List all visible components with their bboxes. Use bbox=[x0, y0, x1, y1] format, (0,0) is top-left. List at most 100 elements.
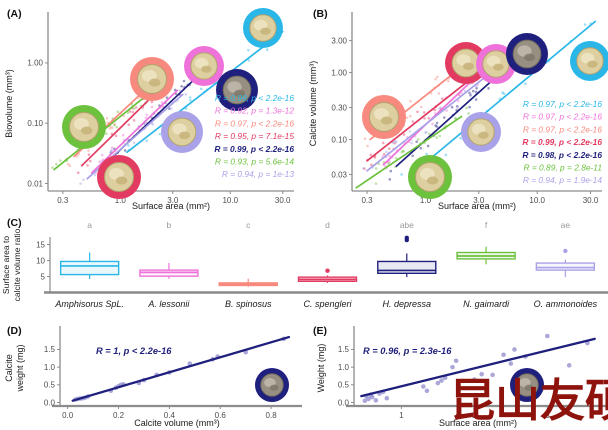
y-tick-label: 0.10 bbox=[331, 135, 347, 144]
panel-label-a: (A) bbox=[7, 8, 22, 20]
x-tick-label: 0.2 bbox=[113, 411, 125, 420]
specimen-icon-b-spinosus bbox=[362, 95, 406, 139]
specimen-icon-h-depressa bbox=[216, 69, 258, 111]
r-annotation-b-spinosus: R = 0.97, p < 2.2e-16 bbox=[523, 124, 602, 134]
regression-line-amphisorus-spl bbox=[126, 30, 284, 154]
panel-a-biovolume-scatter: 0.3 1.0 3.0 10.0 30.0 0.01 0.10 1.00 Surface are… bbox=[4, 8, 294, 211]
x-tick-label: 0.0 bbox=[62, 411, 74, 420]
r-annotation-a-lessonii: R = 0.92, p = 1.3e-12 bbox=[215, 106, 294, 116]
x-tick-label: 3.0 bbox=[167, 196, 179, 205]
y-tick-label: 0.5 bbox=[44, 381, 56, 390]
correlation-annotations: R = 0.97, p < 2.2e-16 R = 0.97, p < 2.2e-… bbox=[522, 99, 602, 185]
y-axis: 0.0 0.5 1.0 1.5 bbox=[338, 326, 355, 407]
r-annotation-a-lessonii: R = 0.97, p < 2.2e-16 bbox=[523, 112, 602, 122]
y-tick-label: 0.03 bbox=[331, 170, 347, 179]
y-tick-label: 5 bbox=[41, 272, 46, 281]
y-tick-label: 15 bbox=[36, 240, 45, 249]
y-axis-title: Surface area to bbox=[1, 236, 11, 294]
outlier-point bbox=[404, 235, 409, 240]
panel-e-weight-area-scatter: 1 2 3 0.0 0.5 1.0 1.5 Surface area (mm²) Weight … bbox=[316, 326, 608, 428]
category-label: H. depressa bbox=[383, 299, 432, 309]
specimen-icon-a-lessonii bbox=[184, 46, 224, 86]
y-axis-title: weight (mg) bbox=[15, 344, 25, 392]
regression-line-c-spengleri bbox=[366, 82, 467, 162]
specimen-icon-n-gaimardi bbox=[408, 155, 452, 199]
significance-letter: d bbox=[325, 220, 330, 230]
category-label: N. gaimardi bbox=[463, 299, 510, 309]
y-tick-label: 10 bbox=[36, 256, 45, 265]
x-axis: 0.3 1.0 3.0 10.0 30.0 bbox=[352, 190, 602, 205]
watermark-text: 昆山友硕 bbox=[450, 376, 608, 426]
specimen-icon-amphisorus-spl bbox=[570, 41, 608, 81]
significance-letter: f bbox=[485, 220, 488, 230]
x-axis-title: Surface area (mm²) bbox=[439, 418, 517, 428]
x-tick-label: 3.0 bbox=[473, 196, 485, 205]
panel-label-d: (D) bbox=[7, 325, 22, 337]
x-axis: 1 2 3 bbox=[346, 404, 608, 420]
regression-line-o-ammonoides bbox=[366, 76, 486, 172]
regression-line-a-lessonii bbox=[90, 89, 179, 174]
r-annotation-c-spengleri: R = 0.95, p = 7.1e-15 bbox=[215, 131, 294, 141]
y-axis-title: calcite volume ratio bbox=[12, 228, 22, 301]
regression-line bbox=[71, 335, 291, 402]
y-axis-title: Calcite volume (mm³) bbox=[308, 61, 318, 147]
x-tick-label: 0.3 bbox=[57, 196, 69, 205]
specimen-icon-h-depressa bbox=[506, 33, 548, 75]
r-annotation-o-ammonoides: R = 0.94, p = 1e-13 bbox=[222, 169, 295, 179]
y-axis-title: Calcite bbox=[4, 354, 14, 382]
box-amphisorus-spl bbox=[59, 252, 120, 280]
r-annotation-h-depressa: R = 0.98, p < 2.2e-16 bbox=[522, 150, 602, 160]
y-tick-label: 3.00 bbox=[331, 36, 347, 45]
panel-label-b: (B) bbox=[313, 8, 328, 20]
y-tick-label: 1.00 bbox=[27, 59, 43, 68]
y-tick-label: 0.10 bbox=[27, 119, 43, 128]
specimen-icon-c-spengleri bbox=[445, 42, 487, 84]
box-n-gaimardi bbox=[456, 246, 516, 265]
specimen-icon-o-ammonoides bbox=[461, 112, 501, 152]
category-label: Amphisorus SpL. bbox=[54, 299, 124, 309]
x-tick-label: 3 bbox=[545, 411, 550, 420]
y-axis-title: Biovolume (mm³) bbox=[4, 69, 14, 138]
x-axis-title: Calcite volume (mm³) bbox=[134, 418, 220, 428]
correlation-annotations: R = 0.99, p < 2.2e-16 R = 0.92, p = 1.3e-… bbox=[214, 93, 294, 179]
specimen-icon-n-gaimardi bbox=[62, 105, 106, 149]
regression-line-n-gaimardi bbox=[355, 115, 463, 189]
r-annotation: R = 0.96, p = 2.3e-16 bbox=[363, 346, 452, 356]
significance-letter: b bbox=[167, 220, 172, 230]
regression-line bbox=[360, 337, 596, 398]
y-axis: 0.0 0.5 1.0 1.5 bbox=[44, 326, 61, 407]
y-tick-label: 0.0 bbox=[338, 398, 350, 407]
panel-label-e: (E) bbox=[313, 325, 327, 337]
panel-c-ratio-boxplot: 5 10 15 Surface area to calcite volume ratio… bbox=[1, 220, 608, 309]
box-b-spinosus bbox=[218, 278, 278, 287]
significance-letter: abe bbox=[400, 220, 414, 230]
r-annotation-n-gaimardi: R = 0.89, p = 2.8e-11 bbox=[523, 163, 602, 173]
panel-d-weight-volume-scatter: 0.0 0.2 0.4 0.6 0.8 0.0 0.5 1.0 1.5 Calcite volum… bbox=[4, 326, 302, 428]
y-axis-title: Weight (mg) bbox=[316, 344, 326, 393]
specimen-icon-c-spengleri bbox=[97, 155, 141, 199]
r-annotation-n-gaimardi: R = 0.93, p = 5.6e-14 bbox=[215, 157, 294, 167]
category-label: C. spengleri bbox=[303, 299, 352, 309]
x-tick-label: 1.0 bbox=[115, 196, 127, 205]
category-label: B. spinosus bbox=[225, 299, 272, 309]
regression-line-h-depressa bbox=[395, 67, 507, 167]
r-annotation-o-ammonoides: R = 0.94, p = 1.9e-14 bbox=[523, 175, 602, 185]
r-annotation-amphisorus-spl: R = 0.99, p < 2.2e-16 bbox=[215, 93, 294, 103]
r-annotation-c-spengleri: R = 0.99, p < 2.2e-16 bbox=[522, 137, 602, 147]
y-axis: 0.01 0.10 1.00 bbox=[27, 12, 49, 191]
panel-b-calcite-volume-scatter: 0.3 1.0 3.0 10.0 30.0 0.03 0.10 0.30 1.00 3.00 Sur… bbox=[308, 12, 608, 211]
r-annotation-b-spinosus: R = 0.97, p < 2.2e-16 bbox=[215, 118, 294, 128]
x-tick-label: 0.4 bbox=[164, 411, 176, 420]
y-axis: 5 10 15 bbox=[36, 237, 51, 293]
r-annotation-h-depressa: R = 0.99, p < 2.2e-16 bbox=[214, 144, 294, 154]
y-tick-label: 0.30 bbox=[331, 103, 347, 112]
x-tick-label: 0.3 bbox=[361, 196, 373, 205]
regression-line-amphisorus-spl bbox=[413, 20, 597, 173]
y-axis: 0.03 0.10 0.30 1.00 3.00 bbox=[331, 12, 353, 191]
x-tick-label: 1.0 bbox=[420, 196, 432, 205]
specimen-icon-amphisorus-spl bbox=[243, 8, 283, 48]
category-label: O. ammonoides bbox=[534, 299, 598, 309]
box-h-depressa bbox=[377, 235, 437, 278]
y-tick-label: 1.5 bbox=[338, 345, 350, 354]
